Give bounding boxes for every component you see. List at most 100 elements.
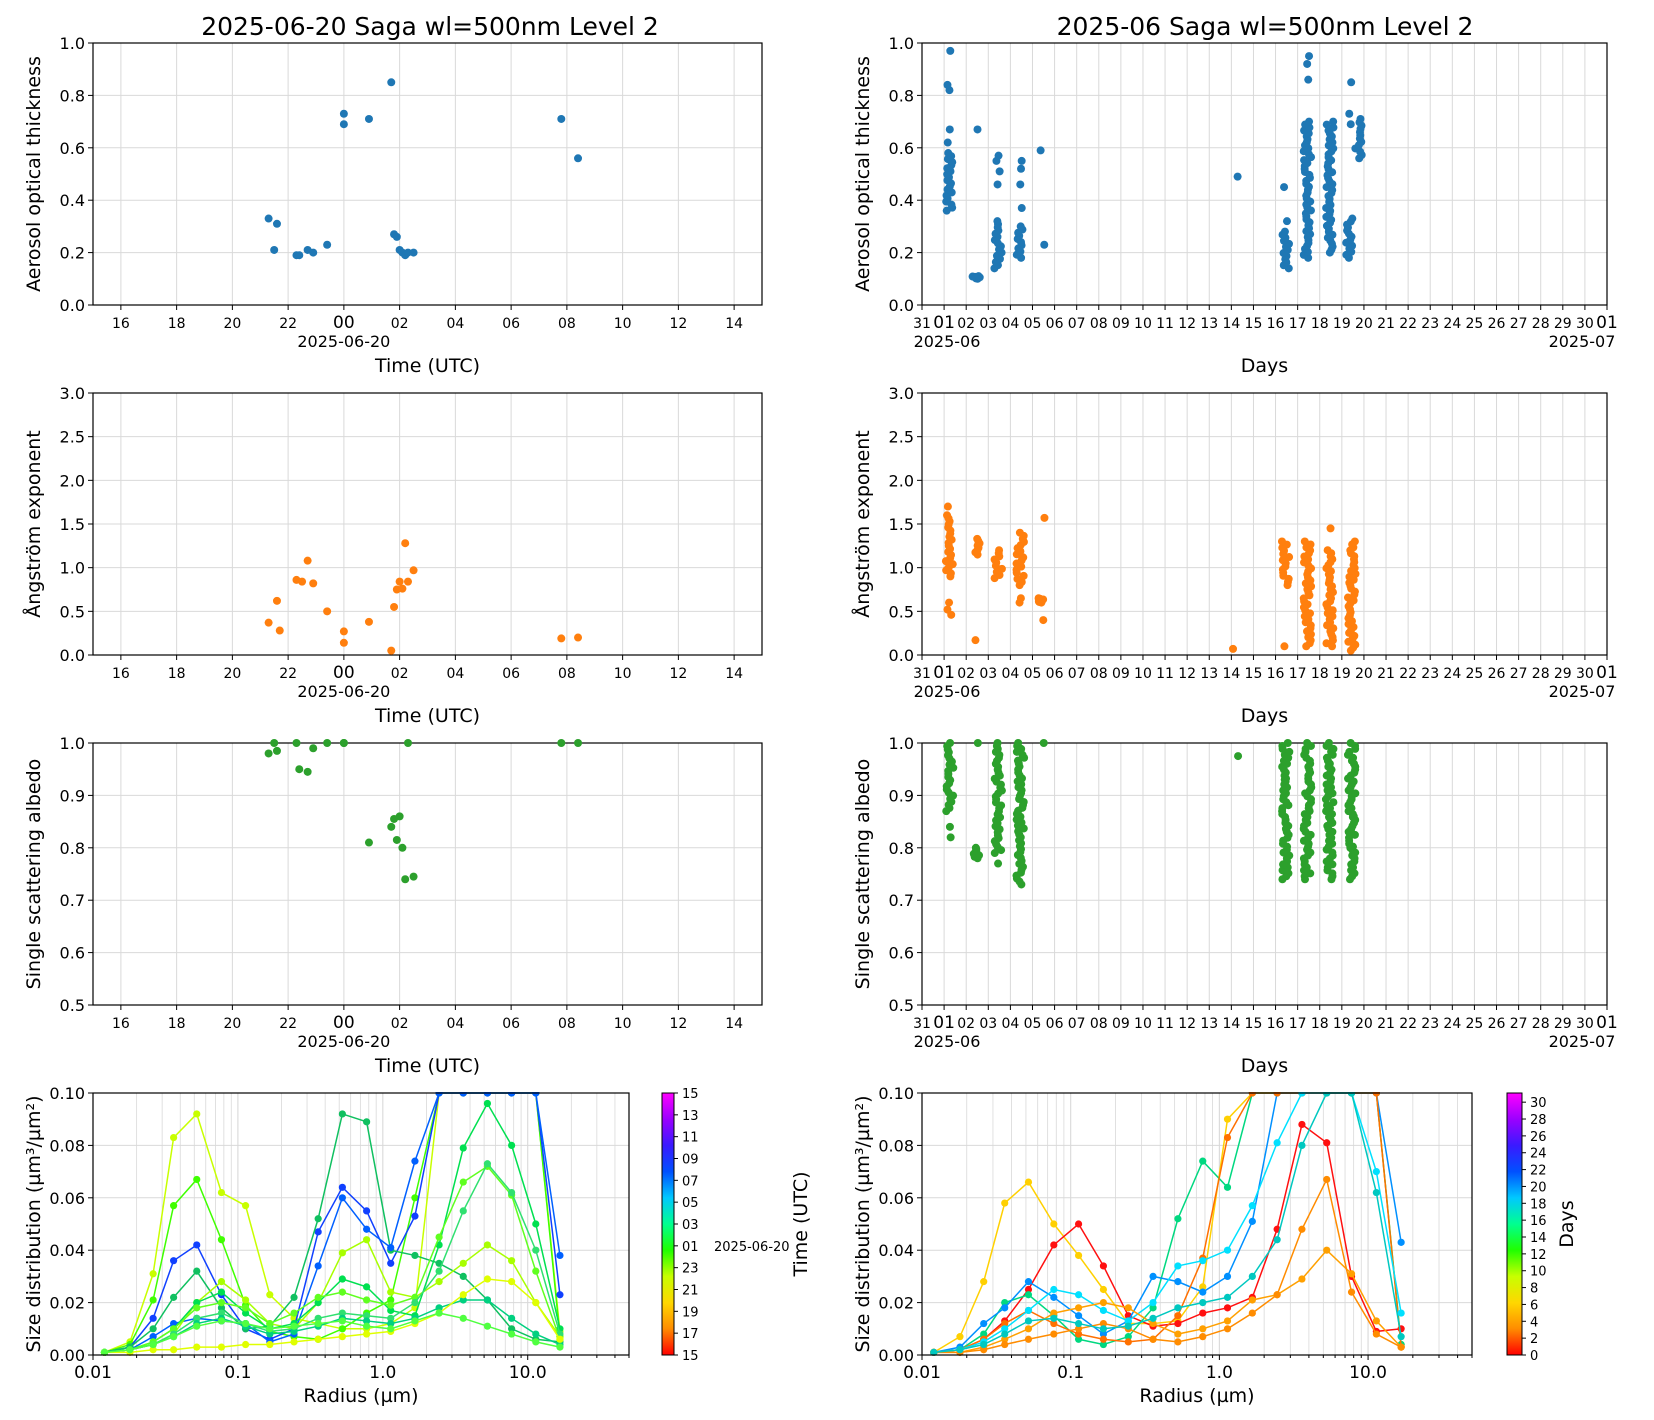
x-tick-label: 17 (1289, 1016, 1307, 1032)
series-point (1174, 1278, 1182, 1286)
data-point (1346, 739, 1355, 747)
series-point (1273, 1236, 1281, 1244)
y-tick-label: 0.06 (49, 1189, 85, 1208)
data-point (270, 739, 279, 747)
data-point (1322, 801, 1331, 810)
series-point (1248, 1296, 1256, 1304)
x-tick-label: 12 (669, 666, 687, 682)
colorbar-tick-label: 09 (682, 1153, 699, 1168)
x-tick-label: 25 (1466, 316, 1484, 332)
series-point (1074, 1312, 1083, 1320)
data-point (275, 626, 284, 635)
series-point (170, 1319, 178, 1328)
series-point (149, 1346, 157, 1354)
series-point (387, 1306, 395, 1315)
series-point (170, 1133, 178, 1142)
data-point (968, 272, 977, 281)
x-tick-label: 18 (1311, 316, 1329, 332)
x-tick-label: 31 (913, 316, 931, 332)
series-point (1124, 1322, 1132, 1330)
series-point (1223, 1293, 1232, 1301)
data-point (973, 125, 982, 134)
x-tick-label: 12 (1178, 666, 1196, 682)
series-point (532, 1220, 540, 1228)
series-line (104, 1238, 561, 1354)
colorbar-tick-label: 8 (1530, 1282, 1538, 1297)
aod_day-panel: 16 18 20 22 00 02 04 06 08 10 12 14 0.0 0.2 0.4 0.6 0.8 1… (23, 34, 763, 377)
colorbar-tick-label: 30 (1530, 1096, 1547, 1111)
data-point (1036, 146, 1045, 155)
data-point (574, 154, 583, 163)
series-point (508, 1325, 516, 1333)
series-point (435, 1233, 443, 1241)
x-tick-label: 16 (1267, 316, 1285, 332)
colorbar-tick-label: 19 (682, 1305, 699, 1320)
series-point (1099, 1285, 1108, 1294)
series-point (1099, 1330, 1108, 1338)
data-point (1017, 164, 1026, 173)
series-point (387, 1288, 395, 1296)
data-point (971, 843, 980, 852)
y-tick-label: 0.6 (60, 139, 85, 158)
series-point (217, 1309, 226, 1317)
data-point (309, 744, 318, 753)
data-point (387, 646, 396, 655)
data-point (946, 46, 955, 55)
x-tick-label: 06 (502, 1016, 520, 1032)
series-point (1223, 1133, 1232, 1142)
data-point (309, 579, 318, 588)
plot-frame (921, 392, 1608, 656)
series-point (1149, 1299, 1157, 1307)
x-tick-label: 24 (1443, 316, 1461, 332)
series-point (241, 1319, 250, 1328)
series-point (1223, 1115, 1232, 1123)
data-point (1329, 744, 1338, 753)
colorbar-tick-label: 10 (1530, 1265, 1547, 1280)
series-point (1397, 1333, 1405, 1341)
y-tick-label: 0.4 (60, 191, 85, 210)
series-point (435, 1309, 443, 1317)
x-tick-label: 04 (1001, 666, 1019, 682)
series-point (508, 1141, 516, 1149)
series-point (1074, 1330, 1083, 1338)
data-point (364, 114, 373, 123)
data-point (557, 634, 566, 643)
series-point (387, 1243, 395, 1252)
ssa_month-panel: 31 01 02 03 04 05 06 07 08 09 10 11 12 13 14 15 16 17 18 19… (852, 734, 1618, 1077)
x-tick-label: 08 (558, 666, 576, 682)
series-line (104, 1092, 561, 1354)
y-tick-label: 0.6 (889, 944, 914, 963)
series-point (1298, 1141, 1306, 1149)
data-point (1040, 240, 1049, 249)
series-point (459, 1144, 467, 1152)
series-point (556, 1251, 564, 1260)
data-point (945, 822, 954, 831)
colorbar-label: Days (1556, 1200, 1578, 1247)
x-tick-label: 10 (614, 666, 632, 682)
data-point (395, 812, 404, 821)
data-point (1305, 117, 1314, 126)
series-point (1001, 1340, 1009, 1349)
series-point (193, 1314, 201, 1322)
data-point (1348, 214, 1357, 223)
series-point (170, 1346, 178, 1354)
data-point (1017, 156, 1026, 165)
colorbar-tick-label: 6 (1530, 1298, 1538, 1313)
series-line (104, 1092, 561, 1354)
series-point (1149, 1335, 1157, 1343)
series-point (1347, 1270, 1356, 1278)
data-point (1013, 574, 1022, 583)
series-point (508, 1188, 516, 1197)
x-date-label: 2025-06-20 (297, 682, 390, 701)
x-tick-label: 08 (1090, 1016, 1108, 1032)
data-point (973, 739, 982, 747)
series-point (532, 1330, 540, 1338)
series-point (1124, 1317, 1132, 1325)
x-tick-label: 22 (1399, 666, 1417, 682)
series-point (387, 1325, 395, 1333)
series-point (1074, 1335, 1083, 1343)
data-point (946, 739, 955, 747)
series-point (338, 1275, 346, 1283)
data-point (339, 638, 348, 647)
series-point (363, 1312, 371, 1320)
